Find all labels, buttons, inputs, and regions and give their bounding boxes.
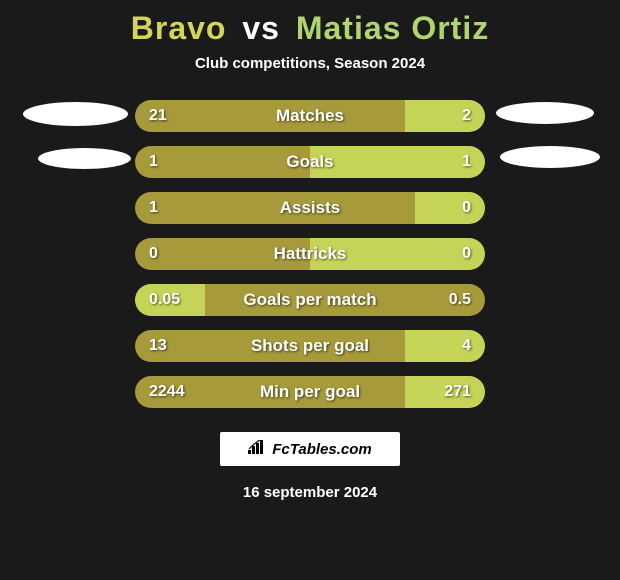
stat-bar-shots-per-goal: 13 Shots per goal 4 [135,330,485,362]
stat-bar-assists: 1 Assists 0 [135,192,485,224]
stat-value-right: 2 [462,107,471,125]
subtitle: Club competitions, Season 2024 [195,55,425,72]
vs-label: vs [242,10,280,46]
chart-icon [248,440,266,459]
stat-bar-matches: 21 Matches 2 [135,100,485,132]
stat-label: Hattricks [135,244,485,264]
stat-label: Shots per goal [135,336,485,356]
player-left-badge-2 [38,148,131,169]
stat-bar-hattricks: 0 Hattricks 0 [135,238,485,270]
branding-box[interactable]: FcTables.com [220,432,400,466]
stat-bar-goals: 1 Goals 1 [135,146,485,178]
stat-label: Min per goal [135,382,485,402]
content-row: 21 Matches 2 1 Goals 1 1 Assists 0 0 Hat… [0,100,620,422]
player-right-badge-1 [496,102,594,124]
stat-label: Goals per match [135,290,485,310]
title: Bravo vs Matias Ortiz [131,10,489,47]
stat-value-right: 0 [462,199,471,217]
stat-label: Assists [135,198,485,218]
comparison-widget: Bravo vs Matias Ortiz Club competitions,… [0,0,620,580]
player-right-name: Matias Ortiz [296,10,489,46]
stat-bar-min-per-goal: 2244 Min per goal 271 [135,376,485,408]
stat-label: Goals [135,152,485,172]
stat-bar-goals-per-match: 0.05 Goals per match 0.5 [135,284,485,316]
date: 16 september 2024 [243,484,377,501]
stat-label: Matches [135,106,485,126]
left-ellipse-col [15,100,135,191]
player-left-name: Bravo [131,10,227,46]
player-left-badge-1 [23,102,128,126]
stats-bars: 21 Matches 2 1 Goals 1 1 Assists 0 0 Hat… [135,100,485,422]
player-right-badge-2 [500,146,600,168]
stat-value-right: 271 [444,383,471,401]
right-ellipse-col [485,100,605,190]
stat-value-right: 4 [462,337,471,355]
stat-value-right: 1 [462,153,471,171]
stat-value-right: 0.5 [449,291,471,309]
stat-value-right: 0 [462,245,471,263]
branding-text: FcTables.com [272,441,371,458]
